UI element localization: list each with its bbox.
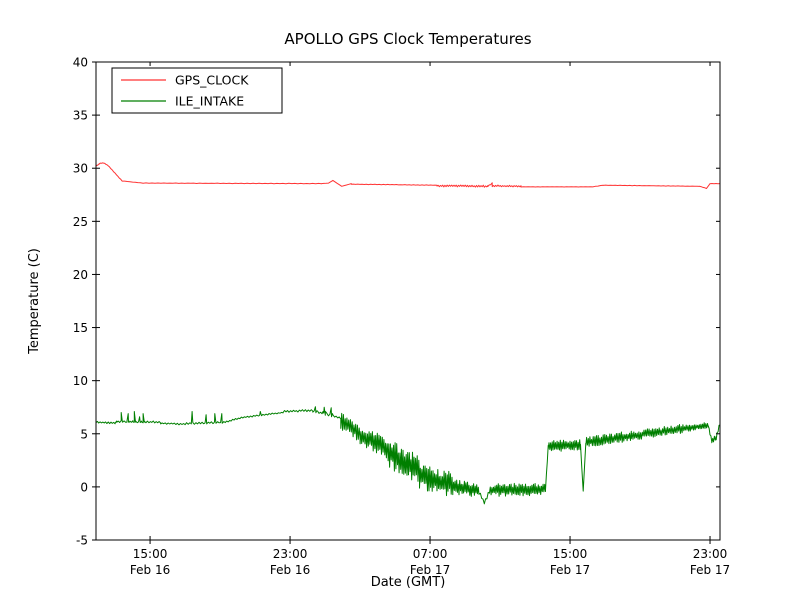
- x-tick-label-time: 07:00: [413, 547, 448, 561]
- series-gps-clock-line: [96, 162, 720, 189]
- x-tick-label-date: Feb 16: [130, 563, 170, 577]
- x-tick-label-time: 15:00: [553, 547, 588, 561]
- x-tick-label-time: 23:00: [273, 547, 308, 561]
- legend: GPS_CLOCK ILE_INTAKE: [111, 67, 283, 114]
- legend-label-ile-intake: ILE_INTAKE: [175, 94, 244, 109]
- y-tick-label: 5: [80, 427, 88, 441]
- legend-label-gps-clock: GPS_CLOCK: [175, 73, 249, 88]
- y-tick-label: 35: [73, 109, 88, 123]
- x-tick-label-date: Feb 17: [410, 563, 450, 577]
- x-tick-label-date: Feb 17: [550, 563, 590, 577]
- y-tick-label: -5: [76, 534, 88, 548]
- series-ile-intake-line: [96, 406, 720, 505]
- x-tick-label-time: 23:00: [693, 547, 728, 561]
- x-tick-label-date: Feb 17: [690, 563, 730, 577]
- x-axis-label: Date (GMT): [371, 575, 446, 590]
- y-tick-label: 40: [73, 56, 88, 70]
- y-tick-label: 20: [73, 268, 88, 282]
- y-tick-label: 25: [73, 215, 88, 229]
- axes-border: [95, 61, 721, 541]
- y-tick-label: 15: [73, 321, 88, 335]
- y-tick-label: 0: [80, 480, 88, 494]
- y-tick-label: 30: [73, 162, 88, 176]
- x-tick-label-time: 15:00: [133, 547, 168, 561]
- y-axis-label: Temperature (C): [27, 248, 42, 355]
- x-tick-label-date: Feb 16: [270, 563, 310, 577]
- chart-title: APOLLO GPS Clock Temperatures: [284, 30, 531, 48]
- y-tick-label: 10: [73, 374, 88, 388]
- axis-ticks: 40 35 30 25 20 15 10 5 0 -5 15:00 Feb 16 23:00 Feb 16…: [73, 56, 730, 578]
- legend-box: [111, 67, 283, 114]
